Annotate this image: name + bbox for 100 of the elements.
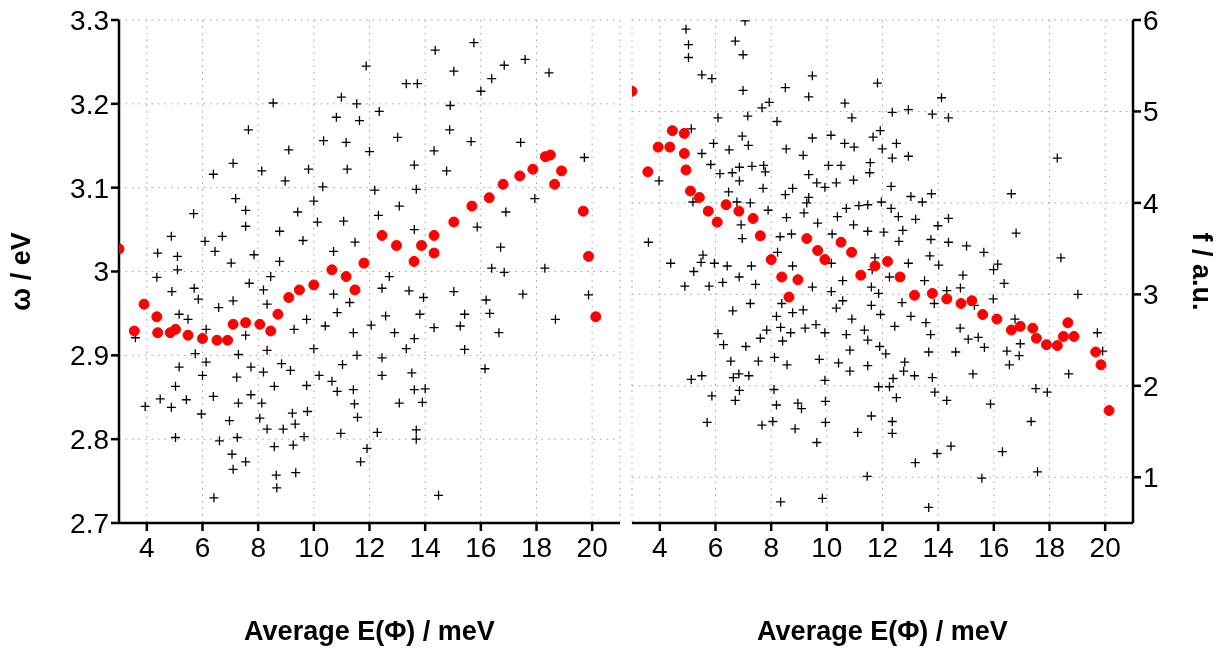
x-axis-title: Average E(Φ) / meV [244, 616, 495, 646]
point [869, 260, 881, 272]
point [678, 148, 690, 160]
point [326, 264, 338, 276]
point [666, 125, 678, 137]
x-tick-label: 18 [520, 531, 553, 563]
point [583, 250, 595, 262]
x-axis-title: Average E(Φ) / meV [757, 616, 1008, 646]
point [283, 291, 295, 303]
x-tick-label: 12 [866, 531, 899, 563]
point [340, 271, 352, 283]
point [1068, 330, 1080, 342]
y-axis-title: ω / eV [5, 232, 36, 311]
y2-tick-label: 3 [1143, 279, 1159, 311]
point [1095, 359, 1107, 371]
point [1027, 322, 1039, 334]
point [497, 178, 509, 190]
point [747, 212, 759, 224]
point [376, 229, 388, 241]
point [819, 254, 831, 266]
point [272, 308, 284, 320]
point [855, 269, 867, 281]
x-tick-label: 14 [922, 531, 954, 563]
point [428, 229, 440, 241]
point [941, 293, 953, 305]
point [349, 284, 361, 296]
point [197, 333, 208, 345]
y2-tick-label: 5 [1143, 96, 1159, 128]
point [955, 298, 967, 310]
point [151, 311, 163, 323]
point [170, 323, 181, 335]
y2-tick-label: 4 [1143, 187, 1159, 219]
point [128, 325, 140, 337]
point [556, 165, 568, 177]
point [693, 191, 705, 203]
point [227, 318, 239, 330]
point [642, 166, 654, 178]
x-tick-label: 20 [576, 531, 608, 563]
point [680, 164, 692, 176]
x-tick-label: 12 [353, 531, 386, 563]
x-tick-label: 16 [978, 531, 1010, 563]
point [765, 254, 777, 266]
point [801, 233, 813, 245]
point [1057, 330, 1069, 342]
point [514, 170, 526, 182]
point [754, 230, 766, 242]
x-tick-label: 20 [1089, 531, 1121, 563]
point [783, 291, 795, 303]
point [448, 216, 460, 228]
point [152, 327, 164, 339]
point [776, 271, 788, 283]
point [358, 257, 370, 269]
point [1051, 340, 1063, 352]
point [408, 255, 420, 267]
point [1014, 320, 1026, 332]
point [590, 311, 602, 323]
y2-tick-label: 1 [1143, 462, 1159, 494]
point [1030, 332, 1042, 344]
y-tick-label: 3.1 [70, 172, 109, 204]
point [1040, 339, 1052, 351]
point [977, 308, 989, 320]
y-tick-label: 3.2 [70, 88, 109, 120]
x-tick-label: 16 [465, 531, 497, 563]
point [702, 205, 714, 217]
point [254, 318, 266, 330]
x-tick-label: 8 [763, 531, 779, 563]
x-tick-label: 6 [707, 531, 724, 563]
y2-axis-title: f / a.u. [1187, 232, 1218, 311]
point [1005, 324, 1017, 336]
point [265, 325, 277, 337]
point [549, 178, 561, 190]
y-tick-label: 2.9 [70, 340, 109, 372]
point [416, 240, 428, 252]
point [1103, 405, 1115, 417]
point [664, 141, 676, 153]
x-tick-label: 6 [194, 531, 211, 563]
point [577, 205, 589, 217]
point [835, 236, 847, 248]
point [733, 205, 745, 217]
point [966, 295, 978, 307]
y2-tick-label: 6 [1143, 4, 1159, 36]
y2-tick-label: 2 [1143, 370, 1159, 402]
point [991, 313, 1003, 325]
point [527, 163, 539, 175]
y-tick-label: 3.3 [70, 4, 109, 36]
x-tick-label: 10 [298, 531, 330, 563]
point [792, 274, 804, 286]
x-tick-label: 4 [139, 531, 155, 563]
point [909, 289, 921, 301]
point [483, 192, 495, 204]
point [1090, 346, 1102, 358]
point [1062, 317, 1074, 329]
point [684, 185, 696, 197]
point [882, 255, 894, 267]
point [293, 284, 305, 296]
x-tick-label: 8 [250, 531, 266, 563]
point [926, 287, 938, 299]
point [720, 199, 732, 211]
point [846, 246, 858, 258]
point [308, 279, 320, 291]
